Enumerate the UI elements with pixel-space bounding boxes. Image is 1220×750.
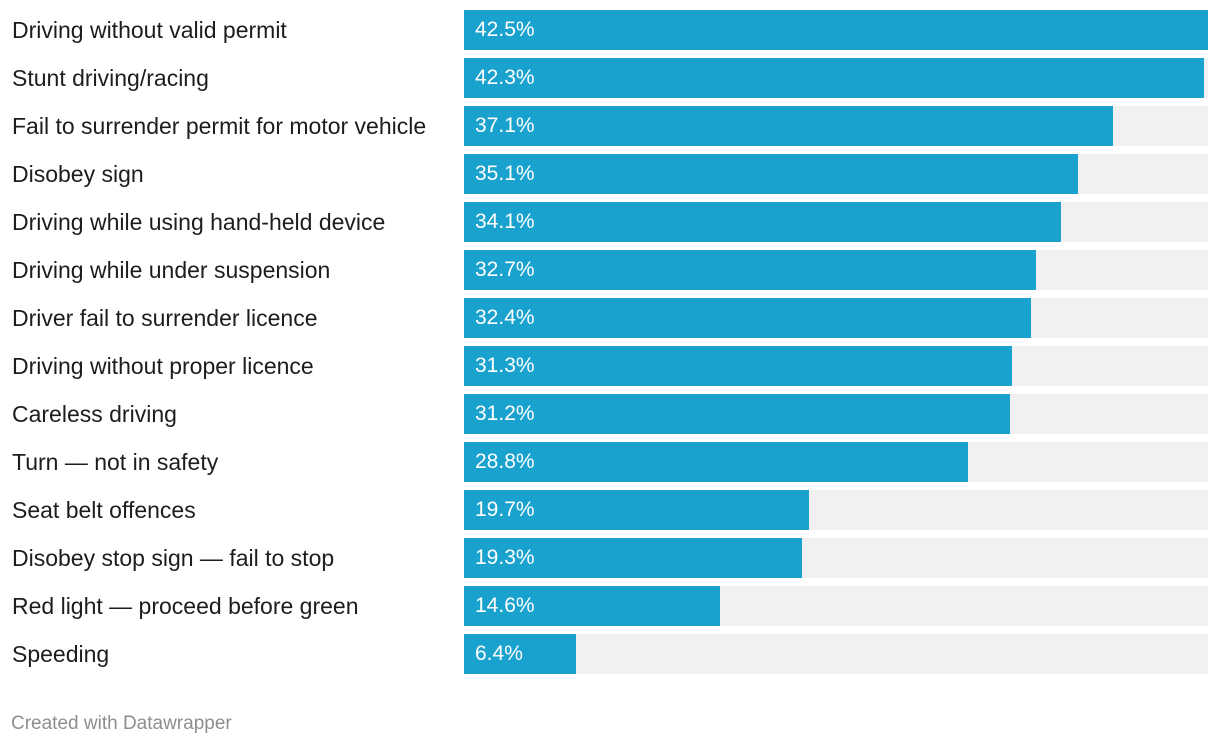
value-label: 14.6% [475,594,535,617]
bar [464,586,720,626]
chart-row: Fail to surrender permit for motor vehic… [0,106,1220,146]
datawrapper-credit: Created with Datawrapper [11,713,232,734]
bar [464,154,1078,194]
bar-track: 37.1% [464,106,1208,146]
chart-row: Disobey stop sign — fail to stop 19.3% [0,538,1220,578]
value-label: 32.7% [475,258,535,281]
chart-row: Driver fail to surrender licence 32.4% [0,298,1220,338]
bar [464,634,576,674]
chart-row: Driving without valid permit 42.5% [0,10,1220,50]
bar-track: 6.4% [464,634,1208,674]
value-label: 34.1% [475,210,535,233]
value-label: 6.4% [475,642,523,665]
bar-track: 28.8% [464,442,1208,482]
bar-track: 34.1% [464,202,1208,242]
chart-row: Disobey sign 35.1% [0,154,1220,194]
category-label: Driving while under suspension [12,257,331,283]
category-label: Driving without proper licence [12,353,314,379]
bar-chart: Driving without valid permit 42.5% Stunt d… [0,10,1220,674]
bar-track: 14.6% [464,586,1208,626]
category-label: Driving while using hand-held device [12,209,386,235]
bar-track: 42.5% [464,10,1208,50]
value-label: 42.3% [475,66,535,89]
bar-track: 31.3% [464,346,1208,386]
chart-row: Driving while under suspension 32.7% [0,250,1220,290]
chart-row: Careless driving 31.2% [0,394,1220,434]
bar [464,10,1208,50]
bar [464,298,1031,338]
bar-track: 35.1% [464,154,1208,194]
bar-track: 19.7% [464,490,1208,530]
value-label: 37.1% [475,114,535,137]
value-label: 19.3% [475,546,535,569]
category-label: Red light — proceed before green [12,593,359,619]
category-label: Stunt driving/racing [12,65,209,91]
bar [464,58,1204,98]
category-label: Seat belt offences [12,497,196,523]
bar [464,346,1012,386]
chart-row: Driving while using hand-held device 34.1… [0,202,1220,242]
chart-row: Stunt driving/racing 42.3% [0,58,1220,98]
chart-row: Seat belt offences 19.7% [0,490,1220,530]
bar-track: 42.3% [464,58,1208,98]
category-label: Turn — not in safety [12,449,219,475]
bar [464,394,1010,434]
bar [464,250,1036,290]
value-label: 32.4% [475,306,535,329]
value-label: 42.5% [475,18,535,41]
chart-row: Red light — proceed before green 14.6% [0,586,1220,626]
category-label: Disobey sign [12,161,144,187]
value-label: 35.1% [475,162,535,185]
value-label: 19.7% [475,498,535,521]
category-label: Driver fail to surrender licence [12,305,318,331]
value-label: 31.3% [475,354,535,377]
category-label: Disobey stop sign — fail to stop [12,545,335,571]
chart-row: Turn — not in safety 28.8% [0,442,1220,482]
category-label: Speeding [12,641,110,667]
value-label: 28.8% [475,450,535,473]
bar [464,490,809,530]
chart-row: Speeding 6.4% [0,634,1220,674]
bar [464,442,968,482]
bar [464,538,802,578]
bar-track: 32.7% [464,250,1208,290]
category-label: Driving without valid permit [12,17,287,43]
bar-track: 31.2% [464,394,1208,434]
value-label: 31.2% [475,402,535,425]
category-label: Careless driving [12,401,177,427]
chart-row: Driving without proper licence 31.3% [0,346,1220,386]
bar [464,202,1061,242]
bar-track: 19.3% [464,538,1208,578]
bar-track: 32.4% [464,298,1208,338]
category-label: Fail to surrender permit for motor vehic… [12,113,427,139]
bar [464,106,1113,146]
